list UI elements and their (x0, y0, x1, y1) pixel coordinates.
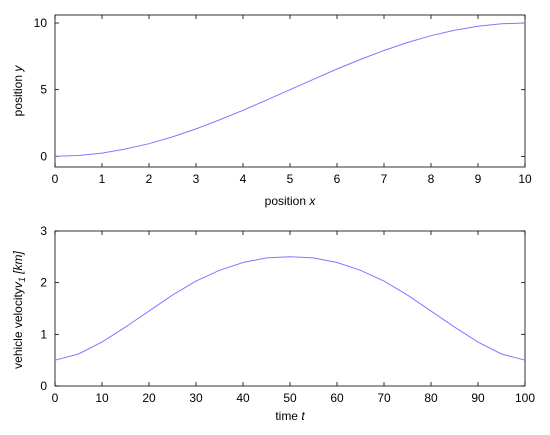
y-tick-label: 10 (34, 16, 48, 30)
x-tick-label: 3 (193, 172, 200, 186)
x-tick-label: 20 (142, 391, 156, 405)
x-tick-label: 7 (381, 172, 388, 186)
x-tick-label: 40 (236, 391, 250, 405)
x-tick-label: 30 (189, 391, 203, 405)
position-plot: 0 1 2 3 4 5 6 7 8 9 10 0 5 10 position x position y (11, 14, 532, 208)
x-tick-label: 80 (424, 391, 438, 405)
x-tick-label: 5 (287, 172, 294, 186)
y-tick-label: 2 (40, 276, 47, 290)
x-tick-label: 90 (471, 391, 485, 405)
x-tick-label: 8 (428, 172, 435, 186)
y-tick-label: 0 (40, 379, 47, 393)
x-tick-label: 10 (518, 172, 532, 186)
x-tick-label: 60 (330, 391, 344, 405)
series-line (54, 22, 526, 157)
x-tick-label: 4 (240, 172, 247, 186)
x-tick-label: 0 (52, 172, 59, 186)
x-axis-label: position x (265, 194, 317, 208)
plot-frame (54, 14, 526, 168)
x-tick-label: 0 (52, 391, 59, 405)
x-tick-label: 10 (95, 391, 109, 405)
x-axis-label: time t (275, 409, 305, 423)
y-tick-label: 3 (40, 224, 47, 238)
y-tick-label: 5 (40, 83, 47, 97)
x-tick-label: 50 (283, 391, 297, 405)
x-tick-label: 1 (99, 172, 106, 186)
x-tick-label: 9 (475, 172, 482, 186)
plot-frame (54, 230, 526, 387)
x-tick-label: 70 (377, 391, 391, 405)
x-tick-label: 6 (334, 172, 341, 186)
series-line (54, 256, 526, 361)
velocity-plot: 0 10 20 30 40 50 60 70 80 90 100 0 1 2 3 time t vehicl… (11, 224, 535, 423)
y-axis-label: position y (11, 65, 25, 117)
y-tick-label: 1 (40, 327, 47, 341)
x-tick-label: 100 (515, 391, 535, 405)
x-tick-label: 2 (146, 172, 153, 186)
y-tick-label: 0 (40, 149, 47, 163)
y-axis-label: vehicle velocityv1 [km] (11, 250, 27, 368)
